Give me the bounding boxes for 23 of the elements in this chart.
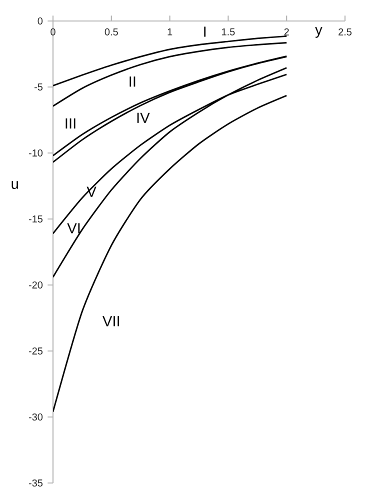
series-label: VI [67, 223, 80, 234]
y-axis-title: u [12, 181, 18, 189]
series-label: III [66, 118, 76, 128]
x-tick-label: 2 [284, 28, 289, 36]
y-tick-label: -30 [28, 413, 43, 421]
y-tick-label: -10 [28, 149, 43, 157]
series-label: II [130, 76, 136, 87]
y-tick-label: -15 [28, 216, 43, 222]
y-tick-label: 0 [38, 17, 43, 25]
x-tick-label: 0 [50, 28, 56, 36]
x-axis-title: y [315, 27, 322, 38]
y-tick-label: -25 [28, 347, 43, 355]
y-tick-label: -20 [28, 281, 43, 289]
series-label: I [204, 26, 206, 37]
series-label: IV [137, 112, 150, 123]
series-label: V [86, 186, 96, 197]
x-tick-label: 0.5 [104, 28, 118, 36]
x-tick-label: 1 [168, 28, 172, 36]
y-tick-label: -5 [34, 84, 43, 90]
y-tick-label: -35 [28, 479, 43, 487]
series-label: VII [102, 316, 120, 326]
x-tick-label: 1.5 [222, 28, 235, 36]
x-tick-label: 2.5 [338, 28, 352, 36]
